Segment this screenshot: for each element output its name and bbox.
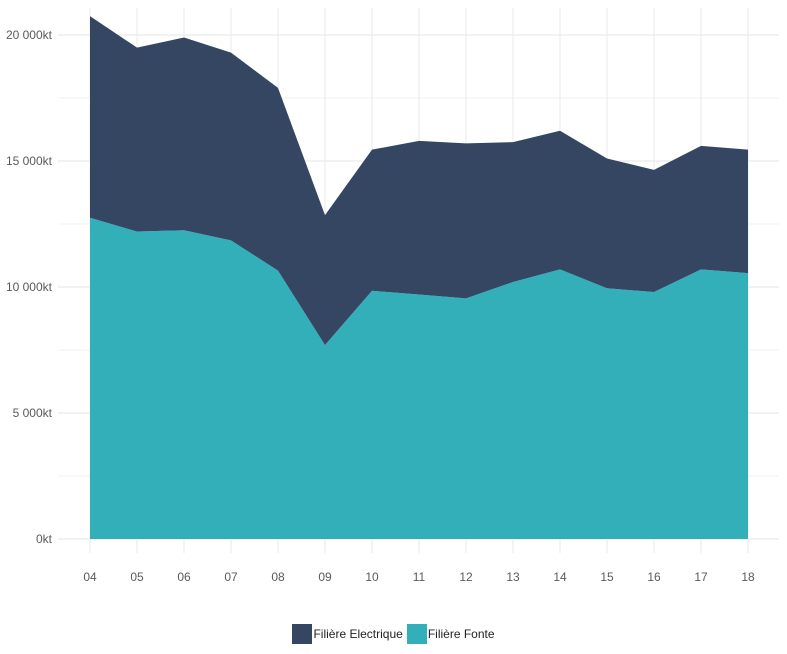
y-tick-label: 5 000kt xyxy=(13,406,53,420)
x-tick-label: 11 xyxy=(413,570,426,584)
x-axis: 04 05 06 07 08 09 10 11 12 13 14 15 16 17 18 xyxy=(83,570,755,584)
x-tick-label: 04 xyxy=(83,570,97,584)
legend-label-filiere-electrique: Filière Electrique xyxy=(313,627,403,641)
y-tick-label: 10 000kt xyxy=(6,280,53,294)
y-tick-label: 15 000kt xyxy=(6,154,53,168)
x-tick-label: 08 xyxy=(271,570,285,584)
x-tick-label: 07 xyxy=(224,570,238,584)
area-series xyxy=(90,16,748,539)
area-filiere-fonte xyxy=(90,217,748,539)
y-tick-label: 0kt xyxy=(36,532,53,546)
x-tick-label: 10 xyxy=(365,570,379,584)
x-tick-label: 17 xyxy=(694,570,708,584)
y-axis: 0kt 5 000kt 10 000kt 15 000kt 20 000kt xyxy=(6,28,53,546)
legend-label-filiere-fonte: Filière Fonte xyxy=(427,627,495,641)
x-tick-label: 14 xyxy=(553,570,567,584)
x-tick-label: 05 xyxy=(130,570,144,584)
x-tick-label: 18 xyxy=(741,570,755,584)
x-tick-label: 09 xyxy=(318,570,332,584)
x-tick-label: 12 xyxy=(459,570,473,584)
x-tick-label: 13 xyxy=(506,570,520,584)
area-filiere-electrique xyxy=(90,16,748,345)
legend: Filière Electrique Filière Fonte xyxy=(0,621,787,647)
y-tick-label: 20 000kt xyxy=(6,28,53,42)
legend-swatch-filiere-electrique xyxy=(292,624,313,644)
x-tick-label: 16 xyxy=(647,570,661,584)
legend-item-filiere-electrique: Filière Electrique xyxy=(292,624,403,644)
x-tick-label: 06 xyxy=(177,570,191,584)
legend-swatch-filiere-fonte xyxy=(406,624,427,644)
legend-item-filiere-fonte: Filière Fonte xyxy=(406,624,495,644)
x-tick-label: 15 xyxy=(600,570,614,584)
